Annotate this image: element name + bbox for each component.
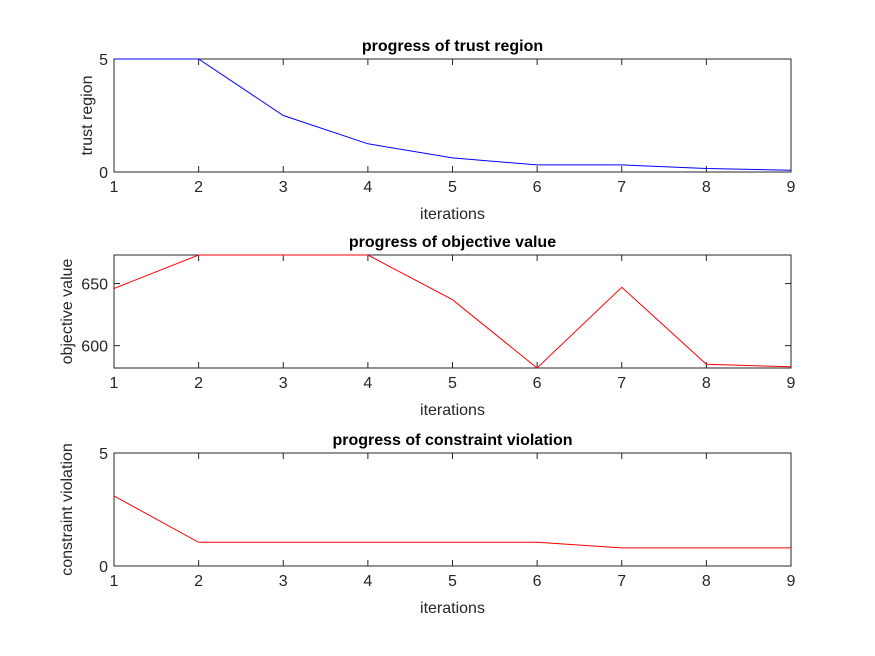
x-tick-label: 7 <box>617 375 626 392</box>
subplot-3: 1 2 3 4 5 6 7 8 9 0 5 progress of constraint violat… <box>59 432 796 617</box>
x-tick-label: 2 <box>194 375 203 392</box>
y-axis-label: trust region <box>79 75 96 155</box>
x-axis-label: iterations <box>420 402 485 419</box>
x-tick-label: 9 <box>787 573 796 590</box>
x-tick-label: 7 <box>617 573 626 590</box>
y-tick-label: 0 <box>99 559 108 576</box>
x-tick-label: 2 <box>194 179 203 196</box>
x-tick-label: 3 <box>279 573 288 590</box>
x-tick-label: 5 <box>448 179 457 196</box>
plot-area-1 <box>113 58 792 173</box>
x-tick-label: 8 <box>702 573 711 590</box>
series-line-2 <box>114 254 791 369</box>
y-tick-label: 650 <box>81 277 108 294</box>
y-axis-label: objective value <box>59 258 76 364</box>
series-line-3 <box>114 495 791 549</box>
plot-area-2 <box>113 254 792 369</box>
plot-area-3 <box>113 452 792 567</box>
y-tick-label: 5 <box>99 446 108 463</box>
y-tick-label: 5 <box>99 52 108 69</box>
subplot-2: 1 2 3 4 5 6 7 8 9 600 650 progress of objective val… <box>59 234 796 419</box>
x-tick-label: 4 <box>363 179 372 196</box>
x-tick-label: 3 <box>279 375 288 392</box>
x-tick-label: 1 <box>110 573 119 590</box>
x-tick-label: 9 <box>787 179 796 196</box>
chart-title: progress of trust region <box>362 38 543 55</box>
x-tick-label: 8 <box>702 179 711 196</box>
x-tick-label: 5 <box>448 573 457 590</box>
x-tick-label: 6 <box>533 179 542 196</box>
y-tick-label: 0 <box>99 165 108 182</box>
y-tick-label: 600 <box>81 339 108 356</box>
x-tick-label: 6 <box>533 573 542 590</box>
x-tick-label: 6 <box>533 375 542 392</box>
chart-title: progress of constraint violation <box>332 432 572 449</box>
series-line-1 <box>114 58 791 171</box>
x-tick-label: 4 <box>363 375 372 392</box>
x-axis-label: iterations <box>420 600 485 617</box>
x-tick-label: 2 <box>194 573 203 590</box>
x-tick-label: 5 <box>448 375 457 392</box>
x-tick-label: 1 <box>110 375 119 392</box>
x-tick-label: 1 <box>110 179 119 196</box>
x-axis-label: iterations <box>420 206 485 223</box>
x-tick-label: 7 <box>617 179 626 196</box>
subplot-1: 1 2 3 4 5 6 7 8 9 0 5 progress of trust region itera… <box>79 38 796 223</box>
x-tick-label: 8 <box>702 375 711 392</box>
y-axis-label: constraint violation <box>59 443 76 576</box>
chart-title: progress of objective value <box>349 234 556 251</box>
x-tick-label: 4 <box>363 573 372 590</box>
x-tick-label: 9 <box>787 375 796 392</box>
x-tick-label: 3 <box>279 179 288 196</box>
